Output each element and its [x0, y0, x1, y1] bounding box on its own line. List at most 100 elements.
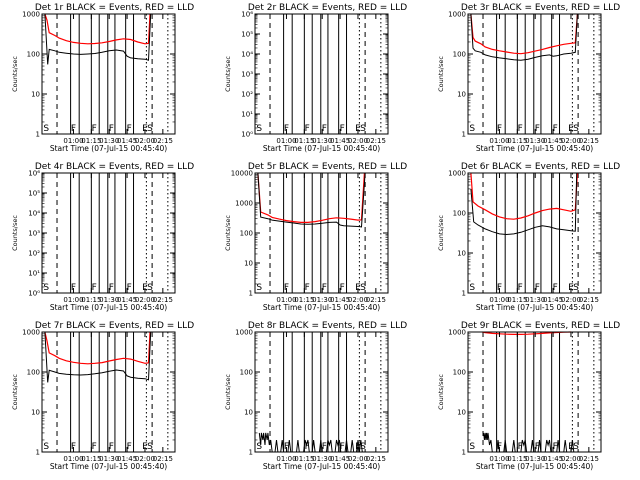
event-marker-label: F [535, 124, 540, 134]
x-tick-label: 01:45 [543, 455, 563, 463]
x-tick-label: 01:45 [117, 137, 137, 145]
lld-series [470, 13, 578, 55]
event-marker-label: F [127, 124, 132, 134]
x-axis-label: Start Time (07-Jul-15 00:45:40) [476, 303, 593, 312]
plot-frame [254, 331, 389, 453]
event-marker-label: S [256, 124, 262, 134]
y-tick-label: 10 [244, 260, 253, 268]
event-marker-label: F [305, 442, 310, 452]
x-tick-label: 01:15 [507, 455, 527, 463]
y-tick-label: 10⁴ [241, 51, 253, 59]
y-axis-label: Counts/sec [437, 56, 445, 92]
events-series [257, 172, 366, 228]
event-marker-label: F [322, 442, 327, 452]
y-tick-label: 10² [241, 91, 253, 99]
x-tick-label: 02:15 [153, 296, 173, 304]
event-marker-label: S [147, 124, 153, 134]
y-tick-label: 1 [36, 449, 40, 457]
event-marker-label: S [147, 442, 153, 452]
lld-series [482, 331, 572, 335]
x-tick-label: 02:00 [135, 296, 155, 304]
panel-title: Det 4r BLACK = Events, RED = LLD [35, 162, 194, 172]
event-marker-label: F [553, 124, 558, 134]
x-tick-label: 01:00 [489, 455, 509, 463]
x-tick-label: 01:30 [525, 137, 545, 145]
y-tick-label: 10 [31, 409, 40, 417]
x-tick-label: 02:15 [366, 455, 386, 463]
x-tick-label: 01:30 [99, 455, 119, 463]
x-axis-label: Start Time (07-Jul-15 00:45:40) [476, 144, 593, 153]
x-tick-label: 01:30 [312, 296, 332, 304]
lld-series [470, 172, 578, 220]
y-axis-label: Counts/sec [437, 215, 445, 251]
lld-series [44, 331, 151, 365]
y-tick-label: 10⁵ [241, 31, 253, 39]
y-tick-label: 1000 [22, 11, 40, 19]
y-axis-label: Counts/sec [11, 215, 19, 251]
y-tick-label: 10² [28, 250, 40, 258]
x-tick-label: 01:45 [330, 137, 350, 145]
x-tick-label: 02:00 [348, 455, 368, 463]
y-tick-label: 100 [27, 369, 40, 377]
event-marker-label: S [469, 124, 475, 134]
event-marker-label: F [535, 442, 540, 452]
y-tick-label: 100 [453, 369, 466, 377]
y-axis-label: Counts/sec [224, 374, 232, 410]
x-tick-label: 01:15 [507, 137, 527, 145]
events-series [470, 13, 578, 61]
y-tick-label: 10 [457, 91, 466, 99]
y-tick-label: 10 [31, 91, 40, 99]
y-tick-label: 1 [462, 131, 466, 139]
event-marker-label: S [573, 283, 579, 293]
plot-frame [41, 172, 176, 294]
event-marker-label: F [322, 283, 327, 293]
y-tick-label: 10³ [28, 230, 40, 238]
events-series [44, 13, 152, 65]
x-tick-label: 01:45 [543, 296, 563, 304]
detector-panel-3: Det 3r BLACK = Events, RED = LLDSFFFFES1… [437, 3, 620, 153]
events-series [258, 432, 363, 453]
panel-title: Det 2r BLACK = Events, RED = LLD [248, 3, 407, 13]
event-marker-label: F [322, 124, 327, 134]
y-tick-label: 10³ [241, 71, 253, 79]
x-tick-label: 02:00 [561, 455, 581, 463]
event-marker-label: S [147, 283, 153, 293]
plot-frame [41, 331, 176, 453]
y-tick-label: 1 [36, 131, 40, 139]
event-marker-label: F [109, 442, 114, 452]
event-marker-label: S [469, 283, 475, 293]
detector-panel-7: Det 7r BLACK = Events, RED = LLDSFFFFES1… [11, 321, 194, 471]
y-tick-label: 100 [453, 51, 466, 59]
event-marker-label: F [109, 124, 114, 134]
x-tick-label: 01:45 [117, 455, 137, 463]
y-tick-label: 1000 [235, 329, 253, 337]
event-marker-label: F [92, 442, 97, 452]
x-axis-label: Start Time (07-Jul-15 00:45:40) [263, 144, 380, 153]
lld-series [257, 172, 365, 223]
detector-panel-5: Det 5r BLACK = Events, RED = LLDSFFFFES1… [224, 162, 407, 312]
event-marker-label: F [518, 283, 523, 293]
x-tick-label: 01:45 [117, 296, 137, 304]
x-tick-label: 01:30 [312, 137, 332, 145]
event-marker-label: S [469, 442, 475, 452]
panel-title: Det 3r BLACK = Events, RED = LLD [461, 3, 620, 13]
y-tick-label: 1000 [448, 11, 466, 19]
y-tick-label: 10 [244, 409, 253, 417]
panel-title: Det 5r BLACK = Events, RED = LLD [248, 162, 407, 172]
events-series [44, 331, 152, 383]
x-tick-label: 01:15 [294, 137, 314, 145]
x-axis-label: Start Time (07-Jul-15 00:45:40) [50, 144, 167, 153]
x-tick-label: 02:00 [561, 296, 581, 304]
event-marker-label: F [127, 442, 132, 452]
event-marker-label: S [256, 283, 262, 293]
event-marker-label: F [109, 283, 114, 293]
plot-frame [254, 172, 389, 294]
x-tick-label: 02:15 [366, 296, 386, 304]
x-tick-label: 02:00 [348, 137, 368, 145]
event-marker-label: F [340, 124, 345, 134]
event-marker-label: F [92, 283, 97, 293]
plot-frame [41, 13, 176, 135]
event-marker-label: S [360, 124, 366, 134]
event-marker-label: F [305, 283, 310, 293]
x-tick-label: 02:15 [153, 455, 173, 463]
